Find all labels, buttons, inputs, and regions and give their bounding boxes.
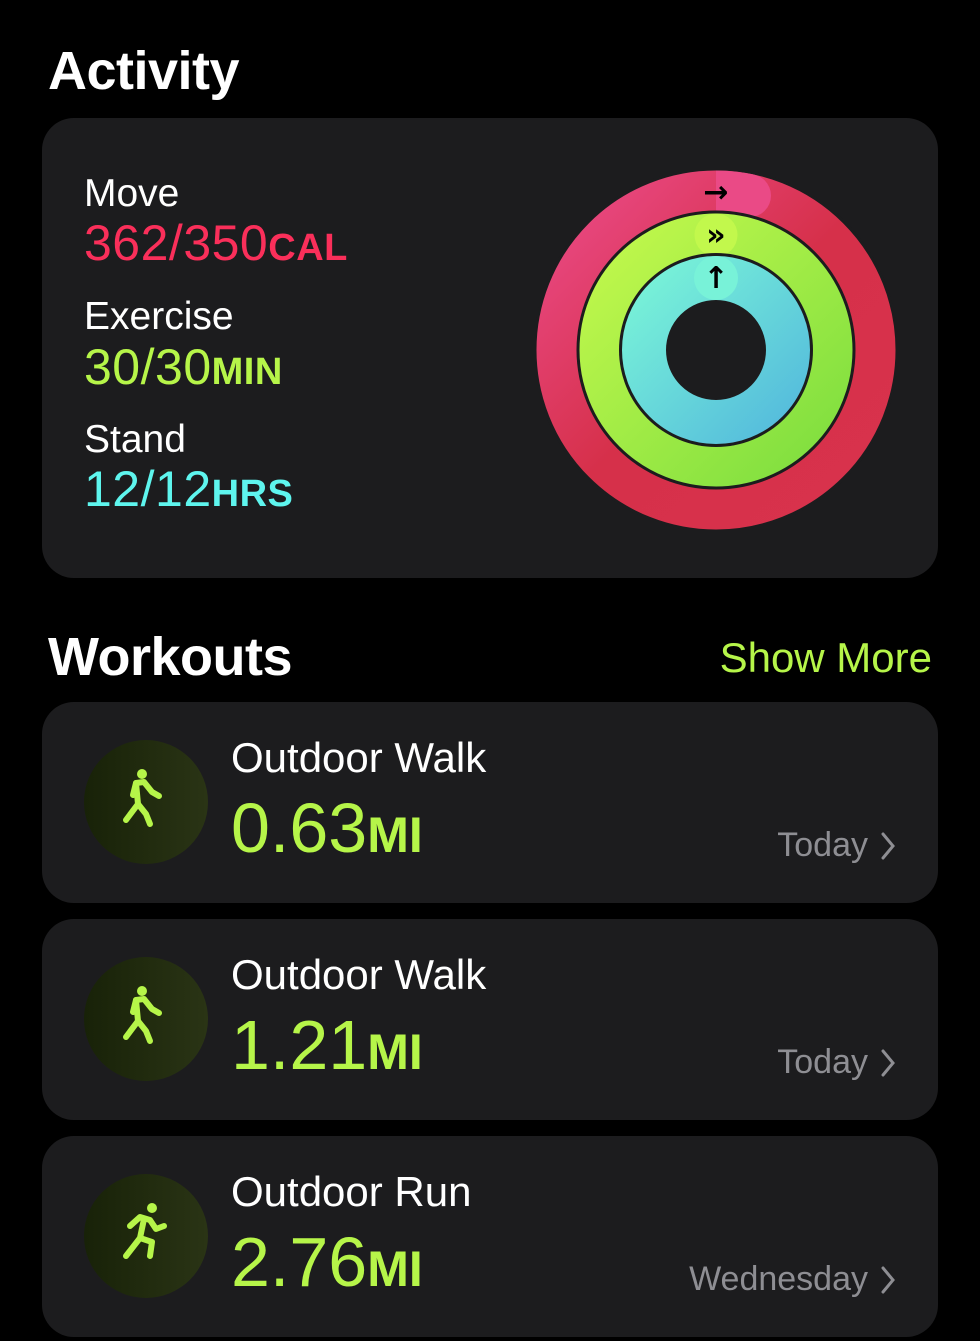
workout-card[interactable]: Outdoor Walk 1.21MI Today	[42, 919, 938, 1120]
move-label: Move	[84, 172, 180, 215]
workout-name: Outdoor Walk	[231, 951, 487, 998]
activity-card[interactable]: Move 362/350CAL Exercise 30/30MIN Stand …	[42, 118, 938, 578]
walk-icon	[84, 740, 208, 864]
workout-name: Outdoor Run	[231, 1168, 472, 1215]
stand-arrow-icon: ↑	[703, 261, 728, 296]
exercise-label: Exercise	[84, 295, 234, 338]
workouts-title: Workouts	[48, 627, 293, 687]
chevron-right-icon	[881, 832, 895, 859]
workout-name: Outdoor Walk	[231, 734, 487, 781]
workout-date: Today	[777, 826, 896, 865]
exercise-value: 30/30MIN	[84, 339, 283, 395]
workout-distance: 2.76MI	[231, 1223, 423, 1301]
walk-icon	[84, 957, 208, 1081]
workout-distance: 0.63MI	[231, 789, 423, 867]
exercise-ring-end	[694, 213, 738, 257]
move-arrow-icon: →	[703, 175, 728, 210]
workout-distance: 1.21MI	[231, 1006, 423, 1084]
workout-date: Today	[777, 1043, 896, 1082]
show-more-link[interactable]: Show More	[719, 634, 932, 681]
activity-rings[interactable]: → » ↑	[526, 160, 906, 540]
stand-label: Stand	[84, 418, 186, 461]
workout-card[interactable]: Outdoor Run 2.76MI Wednesday	[42, 1136, 938, 1337]
workout-card[interactable]: Outdoor Walk 0.63MI Today	[42, 702, 938, 903]
page-title: Activity	[48, 41, 240, 101]
exercise-arrow-icon: »	[706, 218, 725, 253]
stand-ring-end	[694, 256, 738, 300]
stand-value: 12/12HRS	[84, 461, 294, 517]
run-icon	[84, 1174, 208, 1298]
move-ring-end	[727, 174, 771, 218]
move-value: 362/350CAL	[84, 215, 348, 271]
chevron-right-icon	[881, 1266, 895, 1293]
chevron-right-icon	[881, 1049, 895, 1076]
workout-date: Wednesday	[689, 1260, 896, 1299]
